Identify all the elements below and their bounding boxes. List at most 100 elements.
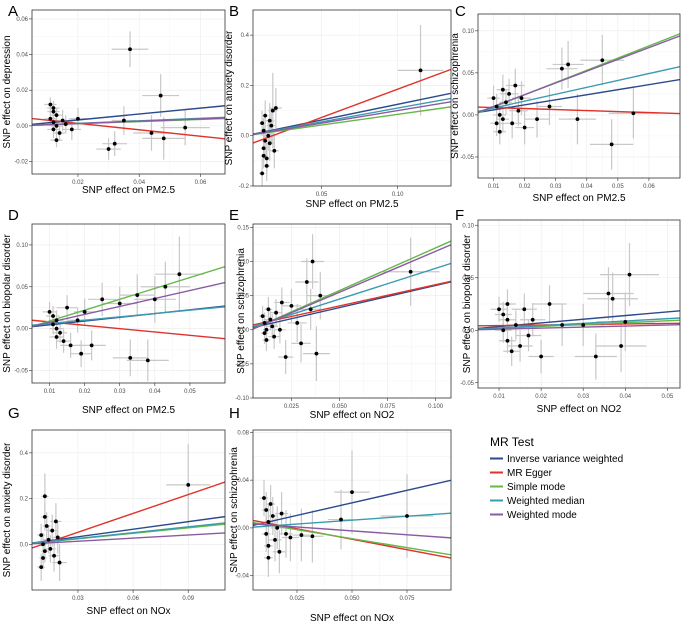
y-tick-label: -0.04	[235, 574, 249, 580]
x-tick-label: 0.05	[316, 192, 328, 198]
x-tick-label: 0.025	[289, 596, 305, 602]
data-point	[152, 297, 157, 302]
panel-letter: H	[229, 405, 240, 422]
mr-line-egger	[32, 319, 225, 340]
data-point	[609, 142, 614, 147]
data-point	[61, 339, 66, 344]
data-point	[304, 280, 309, 284]
panel-d: D0.01 0.02 0.03 0.04 0.05-0.050.000.050.10SN…	[2, 207, 226, 416]
data-point	[183, 125, 188, 130]
plot-content	[478, 243, 680, 380]
data-point	[273, 106, 278, 110]
y-tick-label: 0.05	[16, 285, 28, 291]
data-point	[266, 133, 271, 138]
x-tick-label: 0.050	[332, 404, 348, 410]
data-point	[581, 323, 586, 327]
data-point	[494, 104, 499, 109]
y-tick-label: 0.10	[462, 223, 474, 229]
data-point	[270, 324, 275, 329]
data-point	[270, 514, 275, 518]
legend-label: MR Egger	[507, 468, 553, 479]
data-point	[277, 549, 282, 554]
data-point	[275, 526, 280, 530]
mr-line-median	[32, 522, 225, 545]
data-point	[266, 543, 271, 548]
y-tick-label: -0.2	[239, 184, 250, 190]
data-point	[310, 534, 315, 539]
data-point	[513, 83, 518, 88]
y-tick-label: 0.05	[462, 71, 474, 77]
data-point	[310, 259, 315, 264]
data-point	[279, 511, 284, 516]
data-point	[278, 327, 282, 332]
x-axis-title: SNP effect on NO2	[537, 404, 622, 415]
plot-content	[32, 236, 225, 382]
data-point	[266, 307, 271, 312]
mr-line-simple	[253, 106, 451, 136]
y-tick-label: 0.10	[462, 29, 474, 35]
data-point	[42, 494, 47, 499]
x-axis-title: SNP effect on NOx	[310, 613, 394, 624]
y-tick-label: 0.4	[20, 451, 29, 457]
data-point	[54, 123, 59, 128]
data-point	[505, 317, 510, 322]
data-point	[69, 127, 74, 132]
data-point	[518, 344, 522, 348]
data-point	[163, 284, 168, 289]
mr-line-egger	[32, 481, 225, 549]
data-point	[51, 106, 56, 110]
data-point	[318, 293, 323, 298]
data-point	[55, 535, 60, 540]
data-point	[295, 321, 300, 325]
x-tick-label: 0.03	[72, 596, 84, 602]
x-tick-label: 0.05	[612, 184, 624, 190]
data-point	[51, 322, 55, 327]
panel-letter: E	[229, 207, 239, 224]
y-tick-label: 0.2	[241, 83, 250, 89]
y-tick-label: -0.05	[460, 155, 474, 161]
x-axis-title: SNP effect on PM2.5	[82, 185, 175, 196]
y-axis-title: SNP effect on biopolar disorder	[462, 234, 473, 373]
data-point	[497, 129, 502, 134]
data-point	[57, 560, 62, 565]
mr-line-ivw	[253, 281, 451, 329]
y-tick-label: 0.0	[20, 542, 29, 548]
y-tick-label: 0.00	[16, 327, 28, 333]
mr-line-mode	[32, 532, 225, 545]
y-tick-label: 0.0	[241, 134, 250, 140]
data-point	[42, 549, 47, 554]
data-point	[600, 58, 605, 63]
legend-item: MR Egger	[490, 468, 553, 479]
legend-label: Weighted mode	[507, 510, 577, 521]
y-tick-label: 0.10	[16, 243, 28, 249]
panel-letter: C	[455, 3, 466, 20]
data-point	[42, 514, 47, 519]
data-point	[261, 128, 266, 133]
legend-item: Inverse variance weighted	[490, 454, 623, 465]
data-point	[501, 328, 506, 333]
x-tick-label: 0.05	[184, 389, 196, 395]
x-tick-label: 0.01	[493, 394, 505, 400]
data-point	[497, 307, 501, 312]
data-point	[505, 302, 510, 306]
legend-label: Simple mode	[507, 482, 566, 493]
data-point	[513, 323, 518, 327]
data-point	[158, 93, 163, 98]
legend-label: Weighted median	[507, 496, 585, 507]
x-tick-label: 0.01	[44, 389, 56, 395]
data-point	[560, 66, 564, 71]
legend-title: MR Test	[490, 435, 534, 449]
data-point	[260, 121, 265, 126]
data-point	[261, 153, 266, 158]
y-tick-label: -0.05	[14, 368, 28, 374]
data-point	[535, 117, 539, 122]
panel-letter: A	[8, 3, 18, 20]
data-point	[112, 141, 117, 146]
plot-content	[253, 450, 451, 577]
y-tick-label: 0.04	[237, 478, 249, 484]
data-point	[128, 355, 133, 360]
data-point	[289, 303, 294, 308]
plot-border	[252, 9, 452, 187]
x-tick-label: 0.06	[643, 184, 655, 190]
plot-content	[253, 25, 451, 186]
